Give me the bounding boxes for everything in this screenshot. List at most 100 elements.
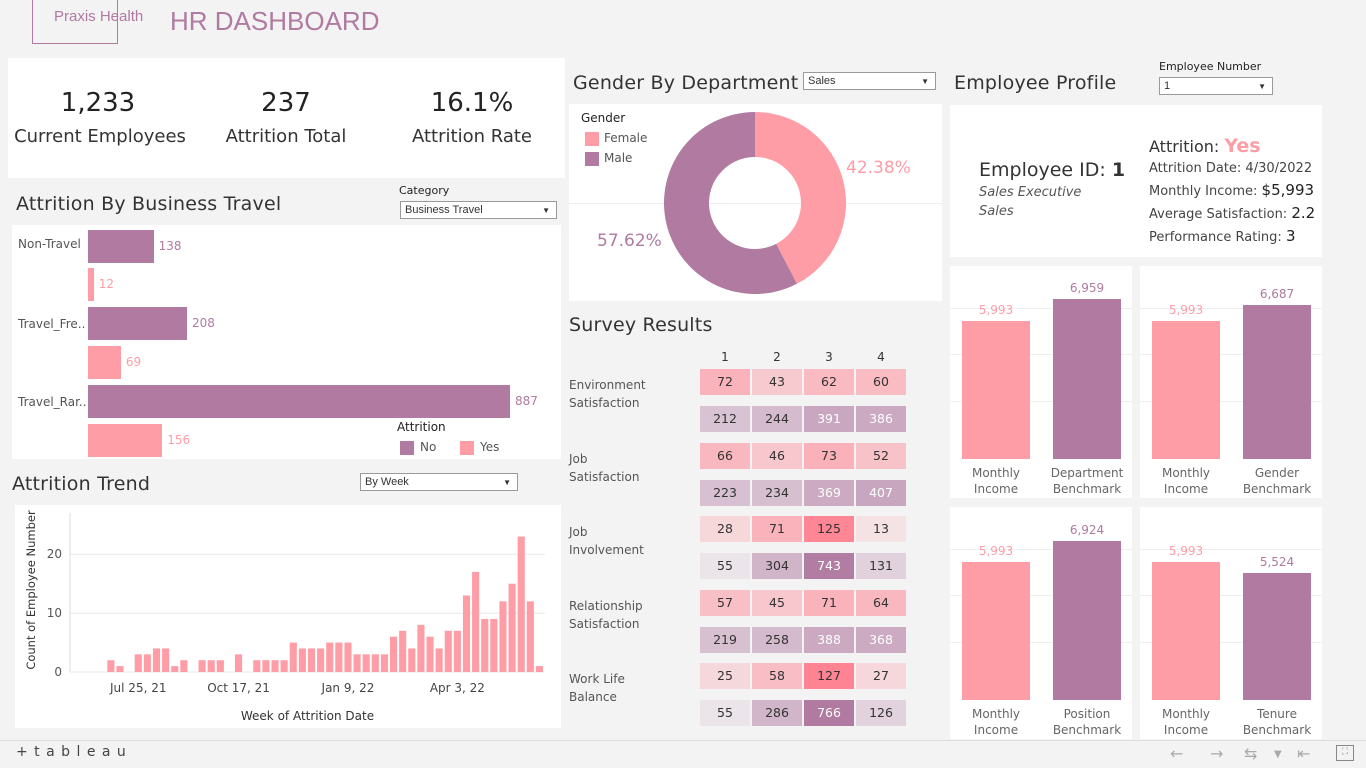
trend-bar[interactable] xyxy=(253,660,261,672)
survey-cell-yes[interactable]: 73 xyxy=(804,442,854,469)
survey-cell-no[interactable]: 388 xyxy=(804,626,854,653)
trend-bar[interactable] xyxy=(171,666,179,672)
survey-cell-yes[interactable]: 45 xyxy=(752,589,802,616)
trend-bar[interactable] xyxy=(417,624,425,672)
survey-cell-yes[interactable]: 62 xyxy=(804,369,854,395)
trend-bar[interactable] xyxy=(408,648,416,672)
trend-bar[interactable] xyxy=(162,648,170,672)
survey-cell-no[interactable]: 219 xyxy=(700,626,750,653)
travel-bar-yes[interactable] xyxy=(88,346,121,379)
trend-bar[interactable] xyxy=(508,583,516,672)
redo-icon[interactable]: → xyxy=(1210,744,1224,763)
survey-cell-no[interactable]: 304 xyxy=(752,553,802,580)
first-page-icon[interactable]: ⇤ xyxy=(1297,744,1311,763)
survey-cell-yes[interactable]: 57 xyxy=(700,589,750,616)
survey-cell-no[interactable]: 55 xyxy=(700,700,750,727)
category-dropdown[interactable]: Business Travel ▼ xyxy=(400,201,557,219)
trend-bar[interactable] xyxy=(399,630,407,672)
survey-cell-yes[interactable]: 13 xyxy=(856,516,906,543)
survey-cell-yes[interactable]: 52 xyxy=(856,442,906,469)
trend-bar[interactable] xyxy=(298,648,306,672)
survey-cell-yes[interactable]: 25 xyxy=(700,663,750,690)
benchmark-bar-income[interactable] xyxy=(1152,321,1220,459)
survey-cell-yes[interactable]: 58 xyxy=(752,663,802,690)
trend-bar[interactable] xyxy=(380,654,388,672)
travel-bar-no[interactable] xyxy=(88,307,187,340)
trend-bar[interactable] xyxy=(216,660,224,672)
travel-bar-no[interactable] xyxy=(88,385,510,418)
undo-icon[interactable]: ← xyxy=(1170,744,1184,763)
survey-cell-no[interactable]: 407 xyxy=(856,479,906,506)
donut-slice-female[interactable] xyxy=(755,112,846,284)
survey-cell-yes[interactable]: 72 xyxy=(700,369,750,395)
trend-bar[interactable] xyxy=(271,660,279,672)
survey-cell-yes[interactable]: 71 xyxy=(752,516,802,543)
benchmark-bar-compare[interactable] xyxy=(1243,305,1311,459)
survey-cell-yes[interactable]: 66 xyxy=(700,442,750,469)
trend-bar[interactable] xyxy=(390,636,398,672)
trend-bar[interactable] xyxy=(198,660,206,672)
survey-cell-no[interactable]: 391 xyxy=(804,406,854,432)
trend-bar[interactable] xyxy=(235,654,243,672)
trend-bar[interactable] xyxy=(335,642,343,672)
employee-number-dropdown[interactable]: 1 ▼ xyxy=(1159,77,1273,95)
survey-cell-no[interactable]: 369 xyxy=(804,479,854,506)
survey-cell-no[interactable]: 258 xyxy=(752,626,802,653)
survey-cell-yes[interactable]: 64 xyxy=(856,589,906,616)
survey-cell-no[interactable]: 286 xyxy=(752,700,802,727)
survey-cell-yes[interactable]: 71 xyxy=(804,589,854,616)
survey-cell-no[interactable]: 386 xyxy=(856,406,906,432)
trend-bar[interactable] xyxy=(280,660,288,672)
survey-cell-no[interactable]: 212 xyxy=(700,406,750,432)
benchmark-bar-compare[interactable] xyxy=(1243,573,1311,700)
benchmark-bar-compare[interactable] xyxy=(1053,299,1121,459)
trend-bar[interactable] xyxy=(289,642,297,672)
trend-bar[interactable] xyxy=(444,630,452,672)
trend-bar[interactable] xyxy=(317,648,325,672)
fullscreen-icon[interactable]: ⛶ xyxy=(1336,745,1354,761)
survey-cell-no[interactable]: 55 xyxy=(700,553,750,580)
trend-bar[interactable] xyxy=(517,536,525,672)
benchmark-bar-compare[interactable] xyxy=(1053,540,1121,700)
trend-bar[interactable] xyxy=(353,654,361,672)
period-dropdown[interactable]: By Week ▼ xyxy=(360,473,518,491)
trend-bar[interactable] xyxy=(453,630,461,672)
trend-bar[interactable] xyxy=(472,571,480,672)
benchmark-bar-income[interactable] xyxy=(962,321,1030,459)
trend-bar[interactable] xyxy=(371,654,379,672)
benchmark-bar-income[interactable] xyxy=(962,562,1030,700)
trend-bar[interactable] xyxy=(490,619,498,672)
department-dropdown[interactable]: Sales ▼ xyxy=(803,72,936,90)
survey-cell-yes[interactable]: 28 xyxy=(700,516,750,543)
trend-bar[interactable] xyxy=(426,636,434,672)
trend-bar[interactable] xyxy=(462,595,471,672)
survey-cell-no[interactable]: 766 xyxy=(804,700,854,727)
trend-bar[interactable] xyxy=(526,601,534,672)
trend-bar[interactable] xyxy=(207,660,215,672)
trend-bar[interactable] xyxy=(499,601,507,672)
benchmark-bar-income[interactable] xyxy=(1152,562,1220,700)
travel-bar-yes[interactable] xyxy=(88,268,94,301)
trend-bar[interactable] xyxy=(307,648,316,672)
donut-slice-male[interactable] xyxy=(664,112,797,294)
survey-cell-yes[interactable]: 60 xyxy=(856,369,906,395)
survey-cell-no[interactable]: 234 xyxy=(752,479,802,506)
survey-cell-yes[interactable]: 43 xyxy=(752,369,802,395)
trend-bar[interactable] xyxy=(116,666,124,672)
trend-bar[interactable] xyxy=(362,654,370,672)
travel-bar-yes[interactable] xyxy=(88,424,163,457)
trend-bar[interactable] xyxy=(180,660,188,672)
survey-cell-no[interactable]: 368 xyxy=(856,626,906,653)
travel-bar-no[interactable] xyxy=(88,230,154,263)
survey-cell-no[interactable]: 743 xyxy=(804,553,854,580)
survey-cell-yes[interactable]: 46 xyxy=(752,442,802,469)
trend-bar[interactable] xyxy=(435,648,443,672)
survey-cell-yes[interactable]: 127 xyxy=(804,663,854,690)
trend-bar[interactable] xyxy=(262,660,270,672)
revert-menu-icon[interactable]: ▼ xyxy=(1274,749,1282,760)
trend-bar[interactable] xyxy=(143,654,151,672)
survey-cell-yes[interactable]: 125 xyxy=(804,516,854,543)
trend-bar[interactable] xyxy=(152,648,161,672)
trend-bar[interactable] xyxy=(481,619,489,672)
trend-bar[interactable] xyxy=(134,654,142,672)
